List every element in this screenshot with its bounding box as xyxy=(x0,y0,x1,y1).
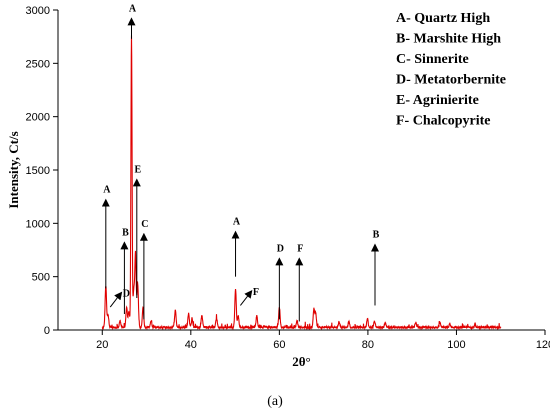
legend-entry: D- Metatorbernite xyxy=(396,73,506,88)
x-tick-label: 20 xyxy=(96,339,108,351)
figure-caption: (a) xyxy=(267,394,283,409)
y-tick-label: 500 xyxy=(32,272,50,284)
y-axis-title: Intensity, Ct/s xyxy=(6,131,21,208)
y-tick-label: 3000 xyxy=(26,5,50,17)
y-tick-label: 2500 xyxy=(26,58,50,70)
peak-arrow-diagonal xyxy=(109,291,123,308)
peak-label: C xyxy=(141,219,148,230)
peak-label: F xyxy=(297,243,303,254)
y-tick-label: 1000 xyxy=(26,218,50,230)
y-tick-label: 1500 xyxy=(26,165,50,177)
x-tick-label: 120 xyxy=(536,339,550,351)
legend-entry: A- Quartz High xyxy=(396,11,490,26)
peak-label: D xyxy=(277,243,284,254)
plot-area xyxy=(101,35,502,331)
peak-label: E xyxy=(134,164,141,175)
legend-entry: B- Marshite High xyxy=(396,32,501,47)
xrd-trace-line xyxy=(101,35,502,331)
x-tick-label: 40 xyxy=(185,339,197,351)
peak-arrow-diagonal xyxy=(240,289,253,306)
y-tick-label: 2000 xyxy=(26,112,50,124)
peak-label: D xyxy=(123,289,130,300)
y-tick-label: 0 xyxy=(44,325,50,337)
peak-label: F xyxy=(253,287,259,298)
peak-label: B xyxy=(122,227,129,238)
legend-entry: F- Chalcopyrite xyxy=(396,114,490,129)
annotations: A B A E C A D F B D F xyxy=(101,3,380,322)
xrd-chart: 20 40 60 80 100 120 0 500 1000 1500 2000 2500 3000 2θ… xyxy=(6,3,550,369)
x-tick-label: 80 xyxy=(362,339,374,351)
peak-label: A xyxy=(129,3,137,14)
x-tick-label: 100 xyxy=(447,339,465,351)
legend-entry: C- Sinnerite xyxy=(396,52,469,67)
legend-entry: E- Agrinierite xyxy=(396,93,479,108)
axes: 20 40 60 80 100 120 0 500 1000 1500 2000 2500 3000 2θ… xyxy=(6,5,550,369)
x-tick-label: 60 xyxy=(273,339,285,351)
x-axis-title: 2θ° xyxy=(292,354,310,369)
peak-label: B xyxy=(373,229,380,240)
legend: A- Quartz High B- Marshite High C- Sinneri… xyxy=(396,11,506,129)
peak-label: A xyxy=(103,185,111,196)
peak-label: A xyxy=(233,217,241,228)
